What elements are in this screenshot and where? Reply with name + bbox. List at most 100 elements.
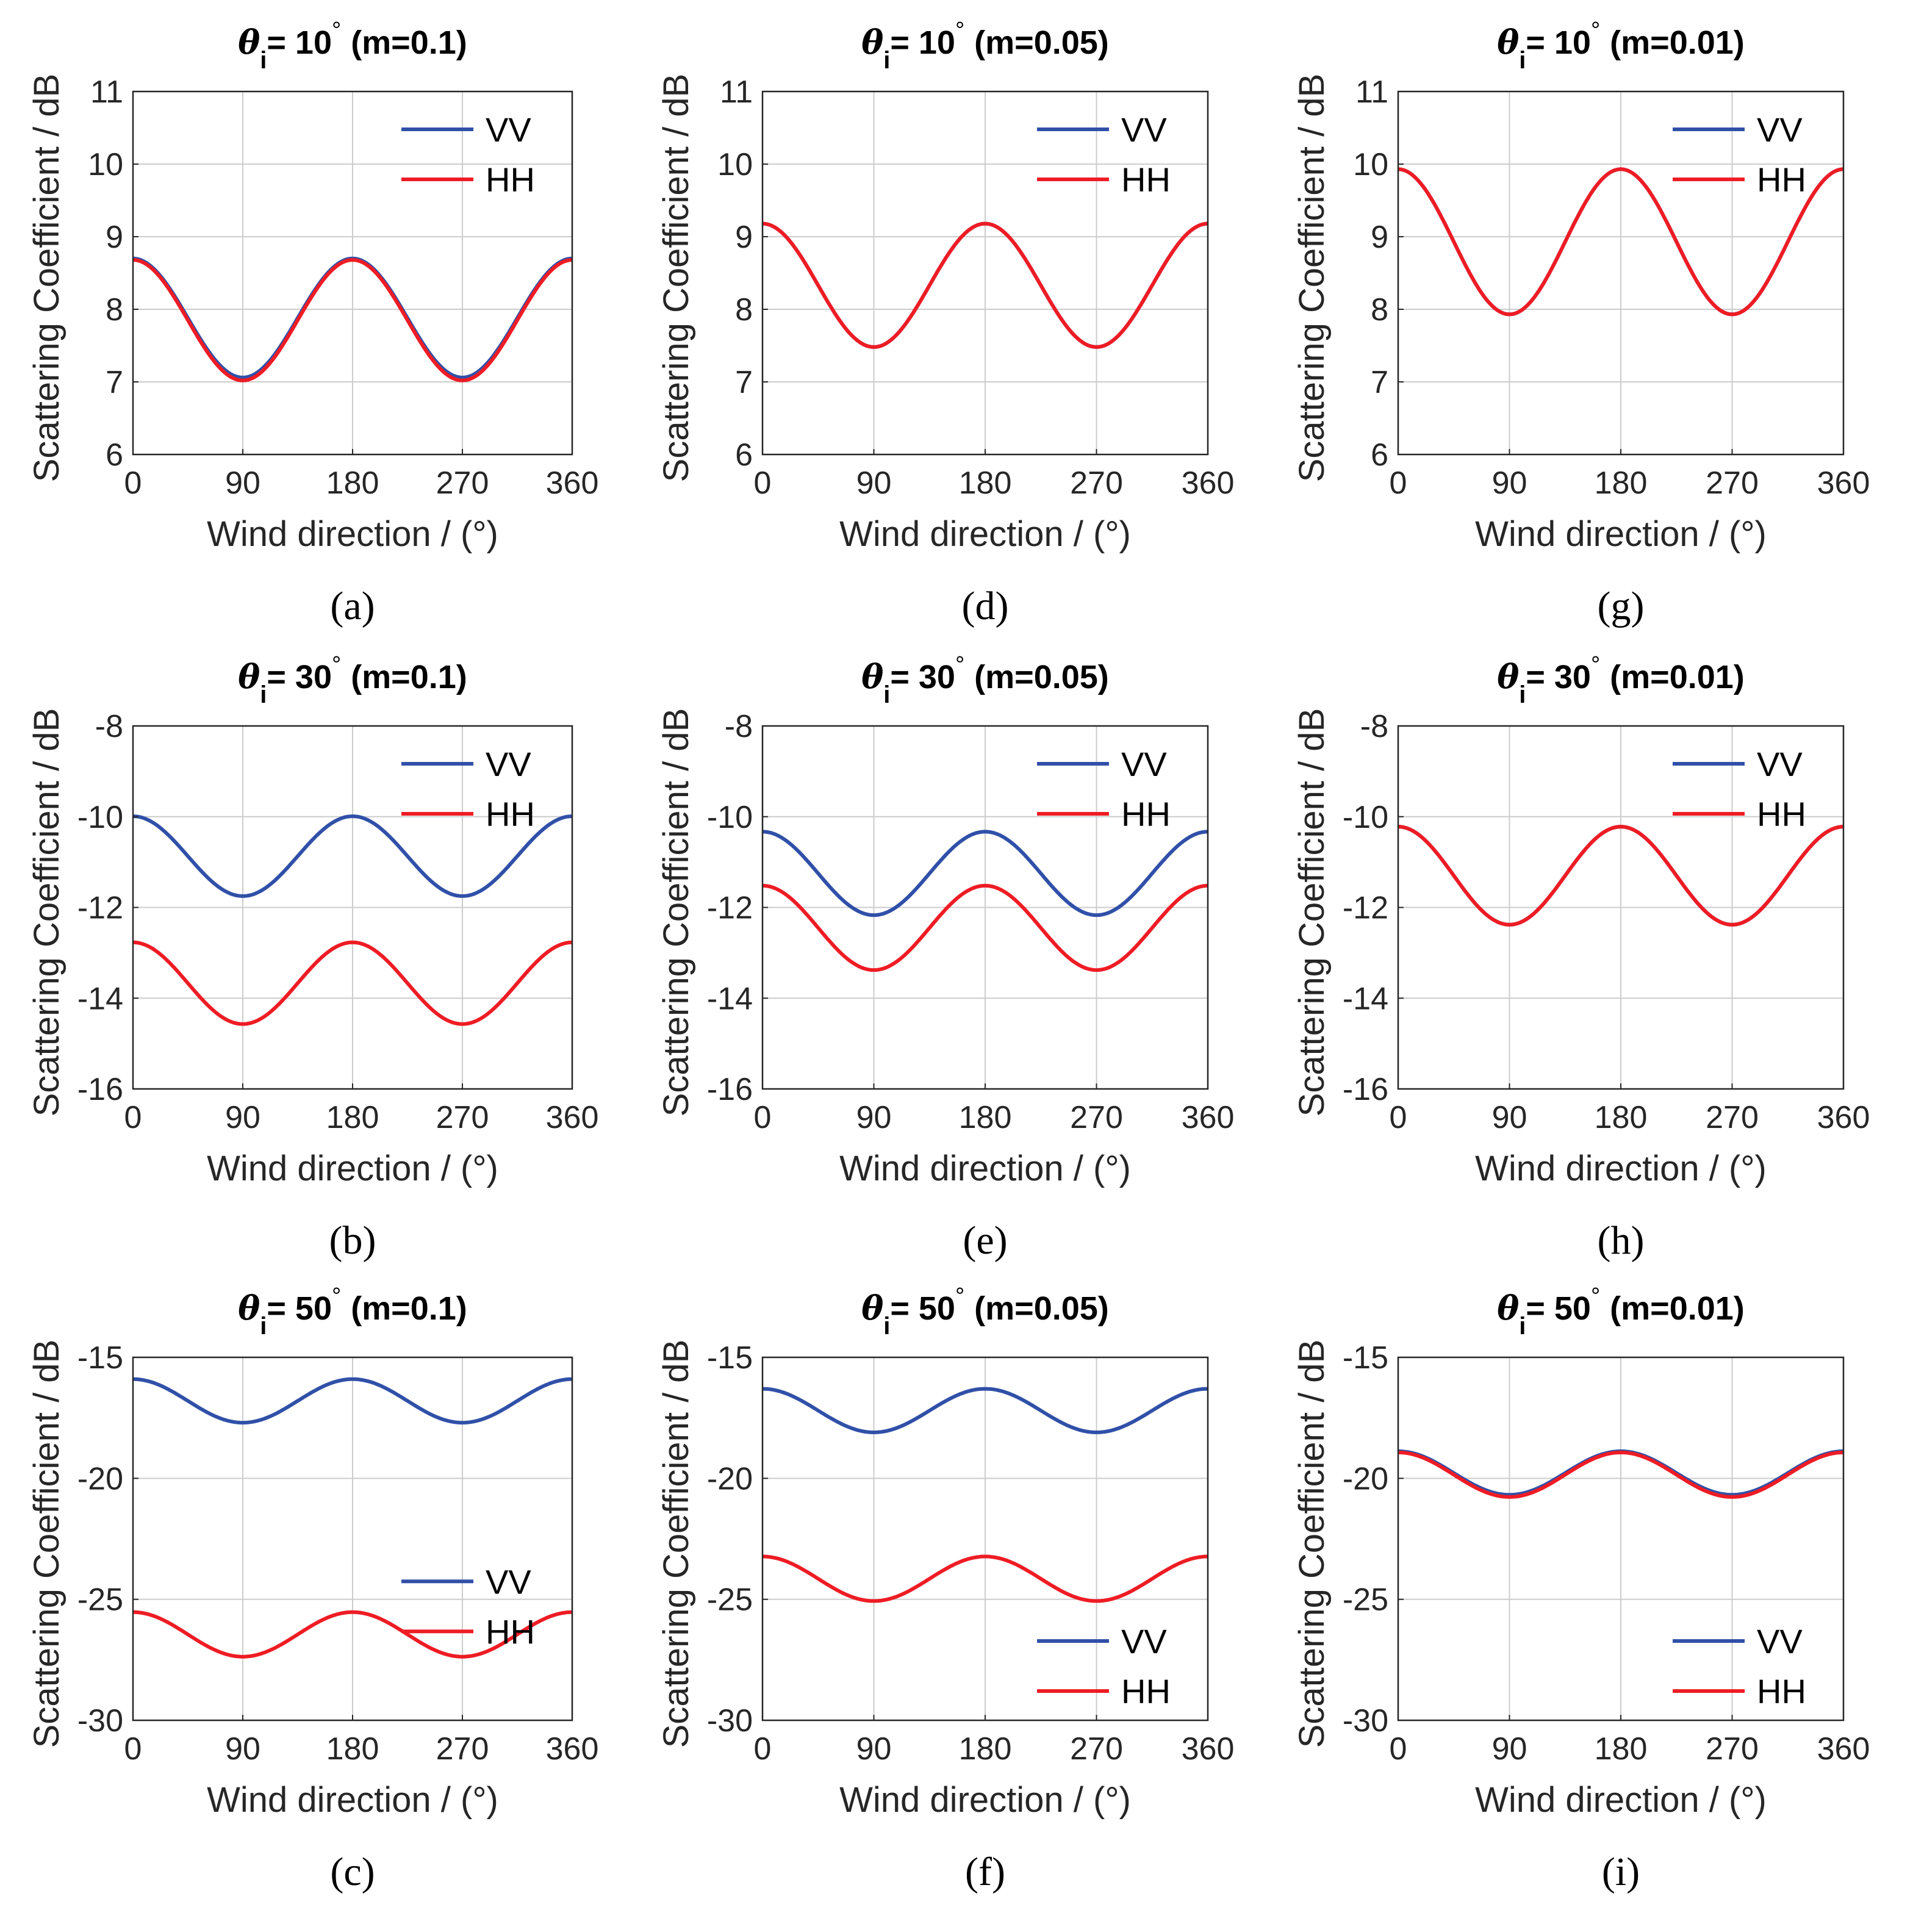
y-tick-label: -10 — [1343, 800, 1388, 835]
series-line-vv — [132, 1377, 573, 1425]
panel-caption: (a) — [330, 584, 375, 628]
legend-label-hh: HH — [1121, 795, 1171, 833]
title-degree: ° — [1591, 1284, 1600, 1309]
y-tick-label: -15 — [707, 1340, 753, 1376]
y-tick-label: 11 — [720, 74, 753, 110]
x-tick-label: 90 — [225, 1100, 260, 1135]
panel-caption: (c) — [330, 1850, 375, 1894]
title-degree: ° — [955, 652, 964, 678]
title-m-value: (m=0.01) — [1610, 1290, 1745, 1327]
legend-label-hh: HH — [1121, 1672, 1171, 1711]
x-tick-label: 180 — [959, 465, 1012, 501]
y-tick-label: -25 — [77, 1582, 123, 1618]
x-tick-label: 90 — [1492, 465, 1527, 501]
y-tick-label: 10 — [88, 147, 123, 182]
x-tick-label: 360 — [546, 465, 599, 501]
chart-title: θi= 50° (m=0.05) — [861, 1284, 1109, 1340]
x-tick-label: 360 — [1182, 465, 1235, 501]
title-m-value: (m=0.05) — [974, 1290, 1109, 1327]
title-subscript: i — [883, 47, 890, 74]
legend-label-vv: VV — [1121, 1622, 1167, 1661]
title-subscript: i — [1519, 681, 1526, 708]
y-tick-label: 6 — [1371, 437, 1388, 473]
x-axis-label: Wind direction / (°) — [1475, 514, 1767, 554]
chart-panel-a: 0 90 180 270 360 6 7 8 9 10 11 Wind direction / (°)… — [27, 18, 598, 628]
y-tick-label: 7 — [735, 365, 753, 400]
x-tick-label: 270 — [1706, 465, 1759, 501]
x-tick-label: 270 — [436, 465, 489, 501]
panel-caption: (b) — [329, 1218, 376, 1263]
chart-panel-i: 0 90 180 270 360 -30 -25 -20 -15 Wind direction /… — [1292, 1284, 1870, 1894]
x-tick-label: 0 — [754, 1731, 772, 1767]
panel-caption: (g) — [1598, 584, 1645, 628]
title-angle: = 30 — [1526, 659, 1591, 695]
title-subscript: i — [883, 681, 890, 708]
y-axis-label: Scattering Coefficient / dB — [1292, 708, 1332, 1117]
x-tick-label: 360 — [1817, 1731, 1870, 1767]
y-tick-label: 7 — [106, 365, 123, 400]
x-tick-label: 360 — [1182, 1100, 1235, 1135]
y-tick-label: 8 — [106, 292, 123, 328]
title-degree: ° — [955, 1284, 964, 1309]
series-line-hh — [132, 940, 573, 1026]
x-tick-label: 90 — [225, 465, 260, 501]
y-tick-label: -8 — [725, 709, 753, 744]
x-axis-label: Wind direction / (°) — [839, 1149, 1131, 1188]
title-degree: ° — [1591, 652, 1600, 678]
y-tick-label: -15 — [1343, 1340, 1388, 1376]
chart-panel-h: 0 90 180 270 360 -16 -14 -12 -10 -8 Wind direction… — [1292, 652, 1870, 1263]
y-tick-label: 8 — [1371, 292, 1388, 328]
x-tick-label: 90 — [225, 1731, 260, 1767]
y-tick-label: -8 — [95, 709, 123, 744]
y-axis-label: Scattering Coefficient / dB — [656, 708, 696, 1117]
series-line-hh — [132, 258, 573, 382]
title-theta: θ — [238, 1288, 260, 1327]
panel-caption: (d) — [962, 584, 1009, 628]
x-axis-label: Wind direction / (°) — [1475, 1149, 1767, 1188]
x-axis-label: Wind direction / (°) — [207, 514, 498, 554]
x-tick-label: 0 — [1390, 1100, 1407, 1135]
y-tick-label: -10 — [77, 800, 123, 835]
title-angle: = 10 — [1526, 24, 1591, 61]
series-line-hh — [132, 1610, 573, 1659]
title-angle: = 50 — [1526, 1290, 1591, 1327]
y-axis-label: Scattering Coefficient / dB — [1292, 74, 1332, 483]
y-tick-label: 10 — [1353, 147, 1388, 182]
y-tick-label: 6 — [106, 437, 123, 473]
title-m-value: (m=0.1) — [351, 659, 467, 695]
x-tick-label: 0 — [1390, 465, 1407, 501]
legend-label-vv: VV — [486, 1562, 531, 1601]
x-tick-label: 360 — [1817, 465, 1870, 501]
x-tick-label: 270 — [1070, 1100, 1123, 1135]
x-tick-label: 360 — [546, 1100, 599, 1135]
title-angle: = 50 — [890, 1290, 955, 1327]
y-tick-label: -16 — [707, 1072, 753, 1107]
x-tick-label: 180 — [326, 1100, 379, 1135]
x-tick-label: 0 — [124, 1100, 142, 1135]
panel-caption: (i) — [1602, 1850, 1640, 1894]
y-tick-label: 6 — [735, 437, 753, 473]
chart-panel-g: 0 90 180 270 360 6 7 8 9 10 11 Wind direction / (°)… — [1292, 18, 1870, 628]
y-tick-label: -25 — [707, 1582, 753, 1618]
panel-caption: (f) — [965, 1850, 1005, 1894]
y-tick-label: 8 — [735, 292, 753, 328]
x-tick-label: 270 — [1706, 1731, 1759, 1767]
legend-label-vv: VV — [486, 110, 531, 149]
title-degree: ° — [1591, 18, 1600, 43]
y-tick-label: -8 — [1360, 709, 1388, 744]
series-line-vv — [762, 830, 1208, 918]
x-tick-label: 180 — [1595, 1100, 1648, 1135]
title-degree: ° — [332, 652, 341, 678]
chart-panel-f: 0 90 180 270 360 -30 -25 -20 -15 Wind direction /… — [656, 1284, 1234, 1894]
chart-title: θi= 30° (m=0.01) — [1497, 652, 1745, 708]
y-tick-label: 9 — [106, 220, 123, 255]
title-subscript: i — [260, 681, 267, 708]
y-tick-label: 7 — [1371, 365, 1388, 400]
y-axis-label: Scattering Coefficient / dB — [656, 74, 696, 483]
x-axis-label: Wind direction / (°) — [1475, 1780, 1767, 1820]
x-tick-label: 90 — [856, 1100, 892, 1135]
y-tick-label: -10 — [707, 800, 753, 835]
x-tick-label: 270 — [1070, 465, 1123, 501]
x-axis-label: Wind direction / (°) — [207, 1780, 498, 1820]
